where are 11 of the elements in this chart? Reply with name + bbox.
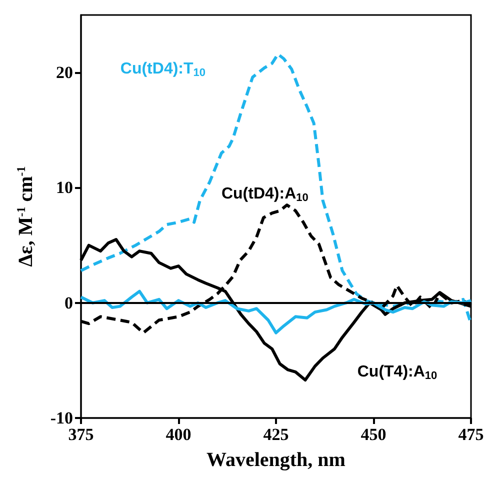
x-axis-title: Wavelength, nm [206, 449, 346, 471]
y-tick-label: -10 [50, 408, 73, 428]
y-tick-label: 20 [56, 63, 73, 82]
y-tick-label: 10 [56, 178, 73, 198]
x-tick-label: 425 [263, 425, 289, 444]
x-tick-label: 450 [360, 425, 386, 444]
x-tick-label: 375 [68, 425, 94, 444]
y-axis-title: Δε, M-1 cm-1 [14, 166, 37, 267]
x-tick-label: 475 [458, 425, 484, 444]
y-tick-label: 0 [64, 293, 73, 312]
x-tick-label: 400 [166, 425, 192, 444]
